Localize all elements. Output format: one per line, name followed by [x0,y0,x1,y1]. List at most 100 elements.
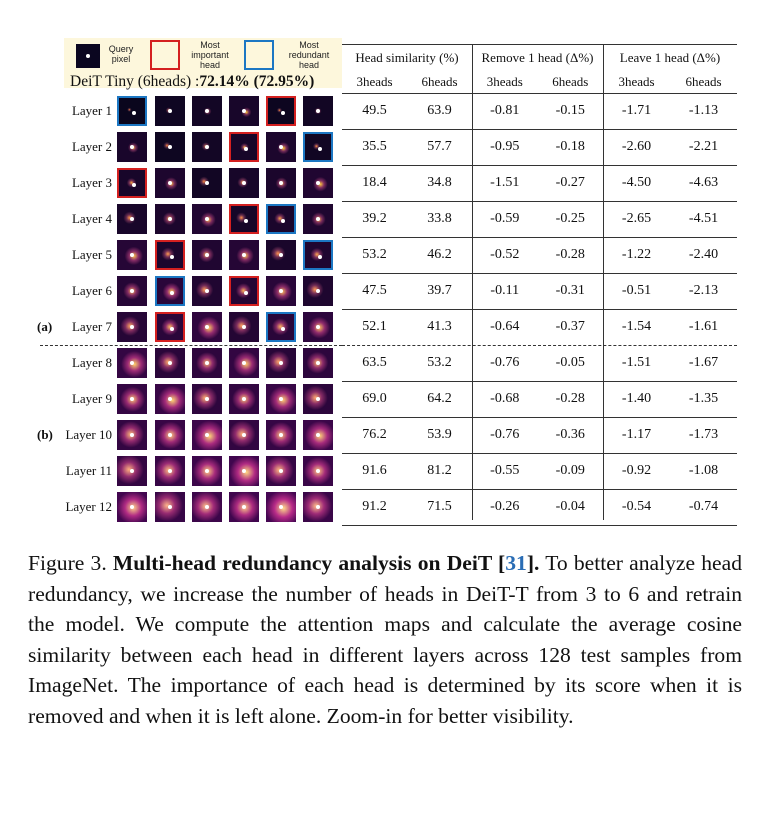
attention-map-l11-h3 [192,456,222,486]
table-divider-2 [603,44,604,520]
attention-map-l8-h3 [192,348,222,378]
layer-label-1: Layer 1 [71,103,112,118]
layer-label-3: Layer 3 [71,175,112,190]
attention-map-l8-h6 [303,348,333,378]
table-cell-l1-c6: -1.13 [688,103,719,118]
table-cell-l3-c5: -4.50 [621,175,652,190]
attention-map-l3-h5 [266,168,296,198]
attention-map-l10-h3 [192,420,222,450]
table-cell-l5-c5: -1.22 [621,247,652,262]
table-row-rule-10 [342,417,737,418]
redundant-head-swatch [244,40,274,70]
attention-map-l10-h6 [303,420,333,450]
table-top-rule [342,44,737,45]
attention-map-l7-h6 [303,312,333,342]
model-title: DeiT Tiny (6heads) :72.14% (72.95%) [70,73,314,91]
attention-map-l11-h1 [117,456,147,486]
attention-map-l8-h1 [117,348,147,378]
table-cell-l2-c1: 35.5 [362,139,387,154]
layer-label-7: Layer 7 [71,319,112,334]
attention-map-l6-h5 [266,276,296,306]
table-cell-l2-c4: -0.18 [555,139,585,154]
attention-map-l4-h6 [303,204,333,234]
attention-map-l4-h1 [117,204,147,234]
table-cell-l2-c5: -2.60 [621,139,652,154]
table-cell-l4-c1: 39.2 [362,211,387,226]
attention-map-l1-h1 [117,96,147,126]
attention-map-l12-h2 [155,492,185,522]
table-divider-1 [472,44,473,520]
table-cell-l3-c4: -0.27 [555,175,585,190]
attention-map-l1-h5 [266,96,296,126]
attention-map-l5-h1 [117,240,147,270]
table-cell-l11-c4: -0.09 [555,463,585,478]
attention-map-l7-h5 [266,312,296,342]
attention-map-l5-h6 [303,240,333,270]
table-cell-l10-c1: 76.2 [362,427,387,442]
attention-map-l11-h6 [303,456,333,486]
attention-map-l2-h6 [303,132,333,162]
attention-map-l1-h4 [229,96,259,126]
table-cell-l5-c2: 46.2 [427,247,452,262]
layer-label-11: Layer 11 [65,463,112,478]
table-cell-l3-c6: -4.63 [688,175,719,190]
attention-map-l11-h2 [155,456,185,486]
table-cell-l1-c2: 63.9 [427,103,452,118]
layer-label-5: Layer 5 [71,247,112,262]
layer-label-10: Layer 10 [65,427,112,442]
attention-map-l10-h5 [266,420,296,450]
table-cell-l11-c3: -0.55 [490,463,520,478]
layer-label-2: Layer 2 [71,139,112,154]
table-cell-l7-c2: 41.3 [427,319,452,334]
table-cell-l11-c1: 91.6 [362,463,387,478]
table-cell-l4-c2: 33.8 [427,211,452,226]
table-cell-l9-c2: 64.2 [427,391,452,406]
table-cell-l2-c3: -0.95 [490,139,520,154]
attention-map-l3-h4 [229,168,259,198]
attention-map-l4-h3 [192,204,222,234]
layer-label-9: Layer 9 [71,391,112,406]
attention-map-l12-h3 [192,492,222,522]
table-cell-l5-c1: 53.2 [362,247,387,262]
important-head-swatch [150,40,180,70]
table-row-rule-11 [342,453,737,454]
attention-map-l1-h3 [192,96,222,126]
attention-map-l3-h2 [155,168,185,198]
attention-map-l8-h2 [155,348,185,378]
attention-map-l10-h2 [155,420,185,450]
layer-label-4: Layer 4 [71,211,112,226]
table-cell-l8-c4: -0.05 [555,355,585,370]
table-cell-l11-c5: -0.92 [621,463,652,478]
attention-map-l5-h3 [192,240,222,270]
attention-map-l3-h3 [192,168,222,198]
table-cell-l4-c6: -4.51 [688,211,719,226]
table-row-rule-7 [342,309,737,310]
table-header-2: Remove 1 head (Δ%) [481,50,594,65]
table-cell-l4-c3: -0.59 [490,211,520,226]
attention-map-l3-h1 [117,168,147,198]
attention-map-l10-h1 [117,420,147,450]
attention-map-l1-h6 [303,96,333,126]
attention-map-l6-h6 [303,276,333,306]
table-cell-l10-c4: -0.36 [555,427,585,442]
attention-map-l7-h2 [155,312,185,342]
table-cell-l7-c5: -1.54 [621,319,652,334]
attention-map-l6-h4 [229,276,259,306]
table-cell-l6-c1: 47.5 [362,283,387,298]
table-cell-l5-c6: -2.40 [688,247,719,262]
attention-map-l12-h1 [117,492,147,522]
table-cell-l3-c2: 34.8 [427,175,452,190]
citation-link[interactable]: 31 [505,551,527,575]
section-label-a: (a) [37,319,53,334]
attention-map-l9-h5 [266,384,296,414]
attention-map-l5-h4 [229,240,259,270]
table-cell-l7-c4: -0.37 [555,319,585,334]
table-cell-l10-c6: -1.73 [688,427,719,442]
table-cell-l3-c3: -1.51 [490,175,520,190]
table-cell-l2-c6: -2.21 [688,139,719,154]
table-cell-l10-c5: -1.17 [621,427,652,442]
table-row-rule-5 [342,237,737,238]
attention-map-l6-h1 [117,276,147,306]
table-cell-l12-c5: -0.54 [621,499,652,514]
attention-map-l2-h3 [192,132,222,162]
